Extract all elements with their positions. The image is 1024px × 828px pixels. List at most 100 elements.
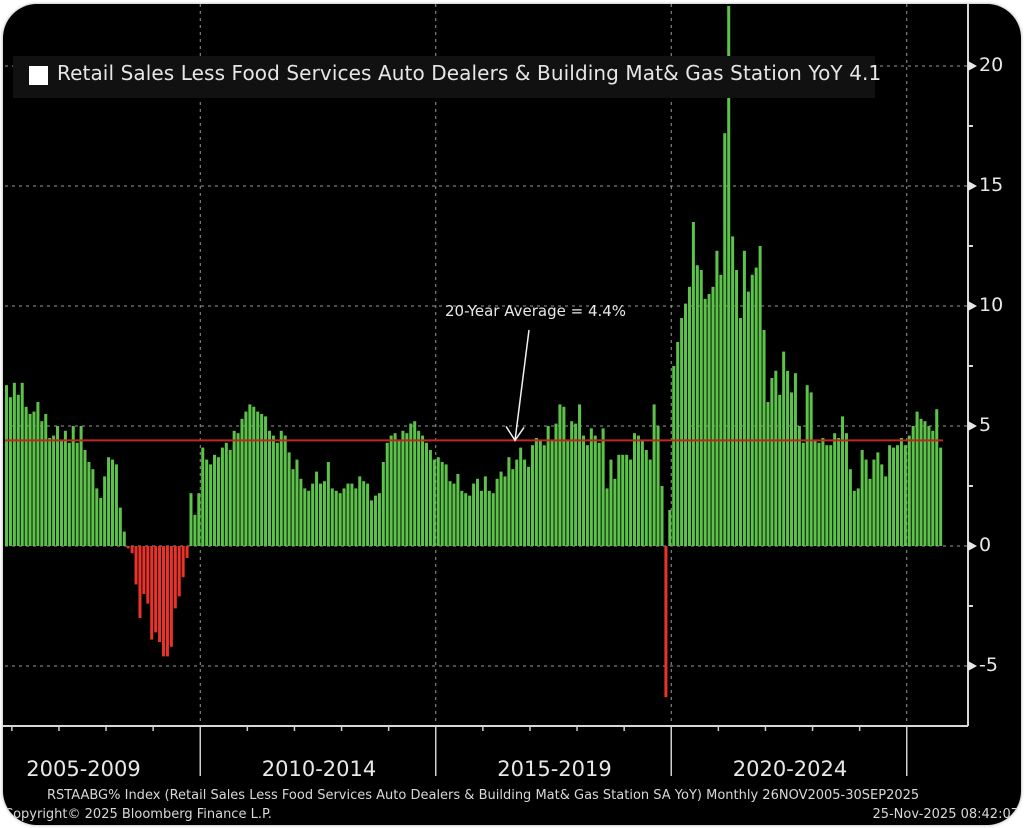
bar xyxy=(421,435,425,546)
bar xyxy=(491,493,495,546)
x-category-label: 2005-2009 xyxy=(26,757,141,781)
bar xyxy=(326,462,330,546)
bar xyxy=(440,462,444,546)
bar xyxy=(103,476,107,546)
bar xyxy=(570,421,574,546)
bar xyxy=(24,406,28,546)
bar xyxy=(613,478,617,546)
bar xyxy=(48,438,52,546)
y-tick-label: -5 xyxy=(979,654,998,676)
bar xyxy=(546,426,550,546)
bar xyxy=(110,459,114,546)
bar xyxy=(860,450,864,546)
bar xyxy=(742,250,746,547)
bar xyxy=(158,546,162,642)
chart-frame: Retail Sales Less Food Services Auto Dea… xyxy=(3,4,1021,825)
bar xyxy=(209,464,213,546)
bar xyxy=(381,462,385,546)
bar xyxy=(205,459,209,546)
bar xyxy=(931,430,935,546)
bar xyxy=(228,450,232,546)
bar xyxy=(319,483,323,546)
bar xyxy=(260,414,264,546)
bar xyxy=(676,342,680,546)
bar xyxy=(295,459,299,546)
bar xyxy=(911,426,915,546)
bar xyxy=(248,404,252,546)
bar xyxy=(644,450,648,546)
axes xyxy=(3,4,977,776)
bar xyxy=(899,438,903,546)
bar xyxy=(601,428,605,546)
bar xyxy=(154,546,158,633)
bar xyxy=(185,546,189,558)
bar xyxy=(432,459,436,546)
bar xyxy=(695,265,699,546)
bar xyxy=(366,483,370,546)
bar xyxy=(566,440,570,546)
bar xyxy=(578,404,582,546)
bar xyxy=(20,382,24,546)
bar xyxy=(67,442,71,546)
bar xyxy=(813,440,817,546)
x-category-label: 2010-2014 xyxy=(261,757,377,781)
bar xyxy=(5,385,9,546)
timestamp: 25-Nov-2025 08:42:07 xyxy=(872,807,1019,822)
average-annotation: 20-Year Average = 4.4% xyxy=(445,302,627,320)
bar xyxy=(833,433,837,546)
bar xyxy=(774,370,778,546)
bar xyxy=(935,409,939,546)
bar xyxy=(59,440,63,546)
bar xyxy=(558,404,562,546)
bar xyxy=(91,469,95,546)
bar xyxy=(770,378,774,546)
bar xyxy=(864,459,868,546)
bar xyxy=(809,392,813,546)
bar xyxy=(574,423,578,546)
bar xyxy=(499,471,503,546)
bar xyxy=(617,454,621,546)
bar xyxy=(373,495,377,546)
bar xyxy=(786,370,790,546)
bar xyxy=(483,476,487,546)
bar xyxy=(291,469,295,546)
bar xyxy=(817,442,821,546)
bar xyxy=(589,428,593,546)
arrow-shaft xyxy=(514,329,530,441)
bar xyxy=(8,397,12,546)
bar xyxy=(534,438,538,546)
bar xyxy=(758,246,762,546)
bar xyxy=(640,440,644,546)
copyright: Copyright© 2025 Bloomberg Finance L.P. xyxy=(4,807,272,822)
bar xyxy=(350,483,354,546)
bar xyxy=(177,546,181,597)
bar xyxy=(907,435,911,546)
bar xyxy=(636,435,640,546)
bar xyxy=(307,490,311,546)
bar xyxy=(311,483,315,546)
bar xyxy=(354,488,358,546)
bar xyxy=(370,500,374,546)
bar xyxy=(130,546,134,554)
source-line: RSTAABG% Index (Retail Sales Less Food S… xyxy=(47,788,920,803)
bar xyxy=(377,493,381,546)
y-tick-label: 0 xyxy=(979,534,992,556)
bar xyxy=(409,423,413,546)
bar xyxy=(884,476,888,546)
bar xyxy=(479,490,483,546)
bar xyxy=(672,366,676,546)
bar xyxy=(52,435,56,546)
x-category-label: 2015-2019 xyxy=(497,757,612,781)
bar xyxy=(923,421,927,546)
bar xyxy=(703,298,707,546)
bar xyxy=(731,236,735,546)
bar xyxy=(162,546,166,657)
bar xyxy=(95,488,99,546)
bar xyxy=(264,416,268,546)
bar xyxy=(856,488,860,546)
bar xyxy=(872,459,876,546)
bar xyxy=(244,411,248,546)
bar xyxy=(515,459,519,546)
bar xyxy=(134,546,138,585)
bar xyxy=(267,430,271,546)
